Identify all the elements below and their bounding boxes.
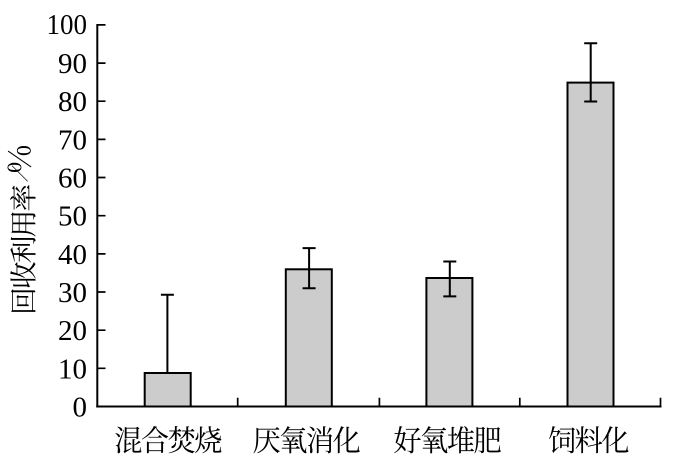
svg-text:100: 100 [47,9,88,41]
svg-text:50: 50 [58,201,87,233]
svg-text:30: 30 [58,277,87,309]
svg-text:60: 60 [58,163,87,195]
svg-text:0: 0 [73,392,88,424]
svg-text:40: 40 [58,239,87,271]
svg-text:70: 70 [58,124,87,156]
svg-text:90: 90 [58,48,87,80]
svg-text:10: 10 [58,353,87,385]
svg-text:20: 20 [58,315,87,347]
svg-text:80: 80 [58,86,87,118]
